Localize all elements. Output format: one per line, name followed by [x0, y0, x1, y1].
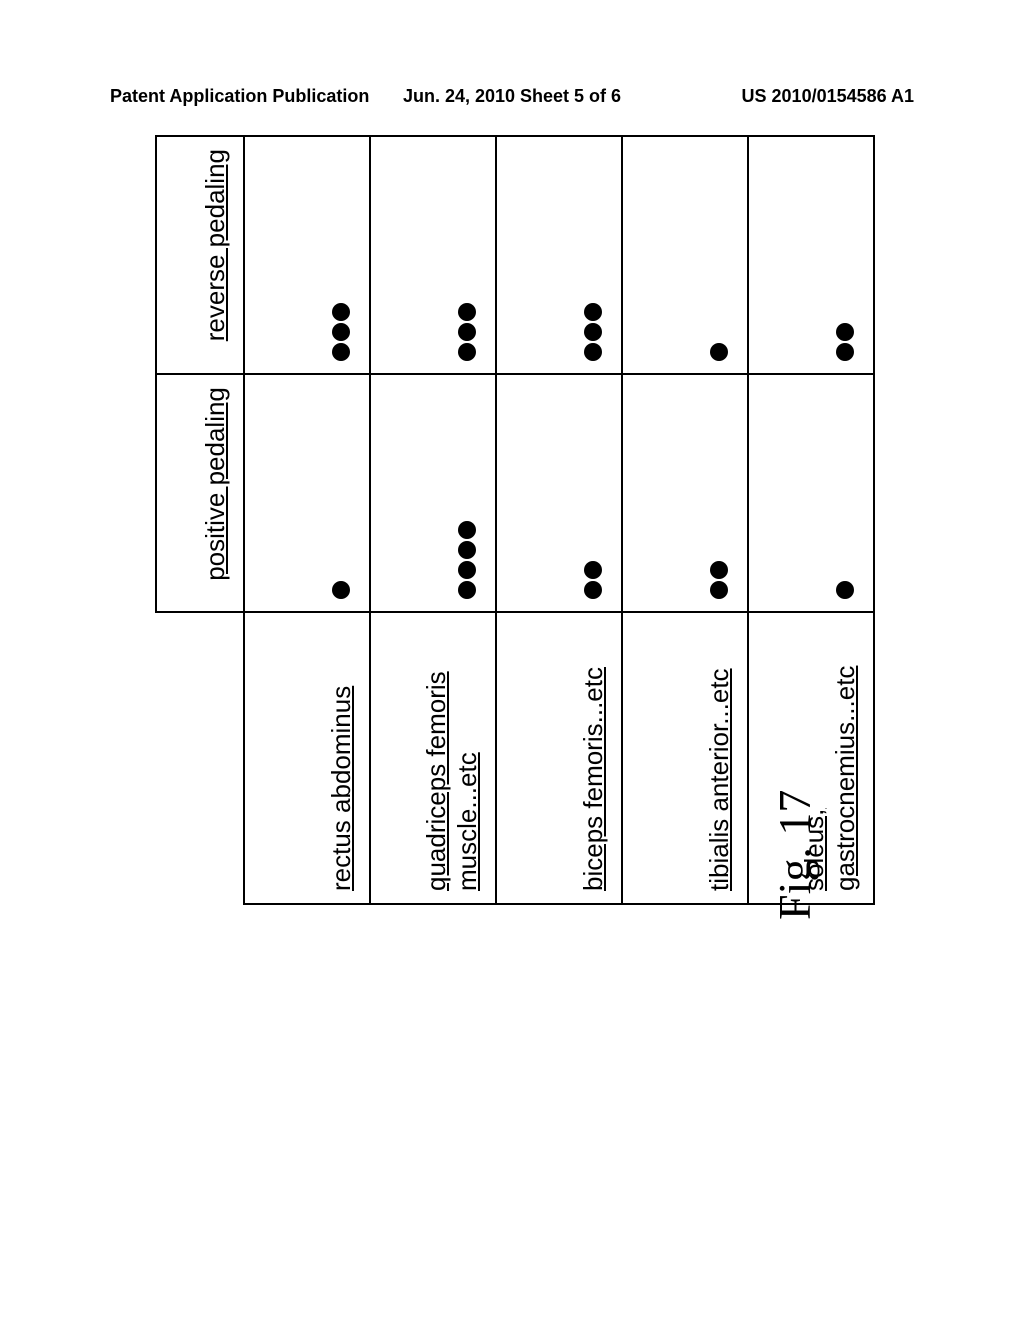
dots-reverse	[748, 136, 874, 374]
dots-reverse	[370, 136, 496, 374]
dots-reverse	[622, 136, 748, 374]
table-row: rectus abdominus	[244, 136, 370, 904]
dots-reverse	[244, 136, 370, 374]
dots-positive	[370, 374, 496, 612]
dots-positive	[496, 374, 622, 612]
muscle-label: biceps femoris...etc	[496, 612, 622, 904]
table-container: positive pedaling reverse pedaling rectu…	[129, 161, 899, 879]
header-right: US 2010/0154586 A1	[646, 86, 914, 107]
dots-positive	[748, 374, 874, 612]
muscle-label: tibialis anterior...etc	[622, 612, 748, 904]
page-header: Patent Application Publication Jun. 24, …	[0, 86, 1024, 107]
header-reverse: reverse pedaling	[156, 136, 244, 374]
table-row: quadriceps femoris muscle...etc	[370, 136, 496, 904]
muscle-label: quadriceps femoris muscle...etc	[370, 612, 496, 904]
table-row: biceps femoris...etc	[496, 136, 622, 904]
header-positive: positive pedaling	[156, 374, 244, 612]
table-row: tibialis anterior...etc	[622, 136, 748, 904]
header-center: Jun. 24, 2010 Sheet 5 of 6	[378, 86, 646, 107]
header-empty	[156, 612, 244, 904]
dots-positive	[244, 374, 370, 612]
dots-reverse	[496, 136, 622, 374]
dots-positive	[622, 374, 748, 612]
figure-caption: Fig. 17	[768, 790, 821, 920]
header-left: Patent Application Publication	[110, 86, 378, 107]
table-header-row: positive pedaling reverse pedaling	[156, 136, 244, 904]
muscle-label: rectus abdominus	[244, 612, 370, 904]
muscle-table: positive pedaling reverse pedaling rectu…	[155, 135, 875, 905]
